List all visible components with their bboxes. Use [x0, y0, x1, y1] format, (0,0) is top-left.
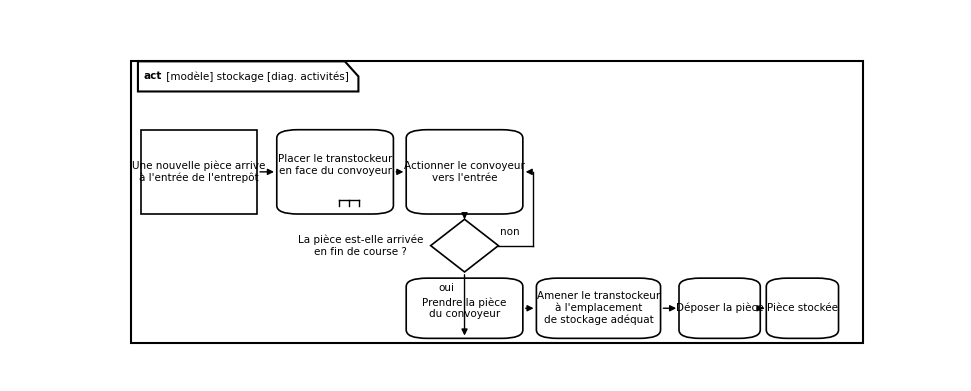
Bar	[141, 130, 257, 214]
Text: Déposer la pièce: Déposer la pièce	[676, 303, 763, 314]
Text: Une nouvelle pièce arrive
à l'entrée de l'entrepôt: Une nouvelle pièce arrive à l'entrée de …	[132, 161, 266, 183]
Text: oui: oui	[439, 283, 454, 293]
Text: Amener le transtockeur
à l'emplacement
de stockage adéquat: Amener le transtockeur à l'emplacement d…	[537, 291, 660, 325]
Text: Pièce stockée: Pièce stockée	[767, 303, 838, 313]
FancyBboxPatch shape	[406, 278, 522, 338]
FancyBboxPatch shape	[679, 278, 760, 338]
Text: Placer le transtockeur
en face du convoyeur: Placer le transtockeur en face du convoy…	[278, 154, 392, 176]
Text: [modèle] stockage [diag. activités]: [modèle] stockage [diag. activités]	[163, 71, 349, 82]
Text: act: act	[143, 72, 161, 81]
Polygon shape	[138, 61, 358, 91]
FancyBboxPatch shape	[536, 278, 660, 338]
FancyBboxPatch shape	[277, 130, 393, 214]
FancyBboxPatch shape	[406, 130, 522, 214]
Text: La pièce est-elle arrivée
en fin de course ?: La pièce est-elle arrivée en fin de cour…	[298, 235, 423, 256]
FancyBboxPatch shape	[766, 278, 839, 338]
Text: non: non	[500, 227, 519, 237]
Polygon shape	[431, 219, 498, 272]
Text: Prendre la pièce
du convoyeur: Prendre la pièce du convoyeur	[422, 297, 507, 319]
Text: Actionner le convoyeur
vers l'entrée: Actionner le convoyeur vers l'entrée	[404, 161, 525, 183]
